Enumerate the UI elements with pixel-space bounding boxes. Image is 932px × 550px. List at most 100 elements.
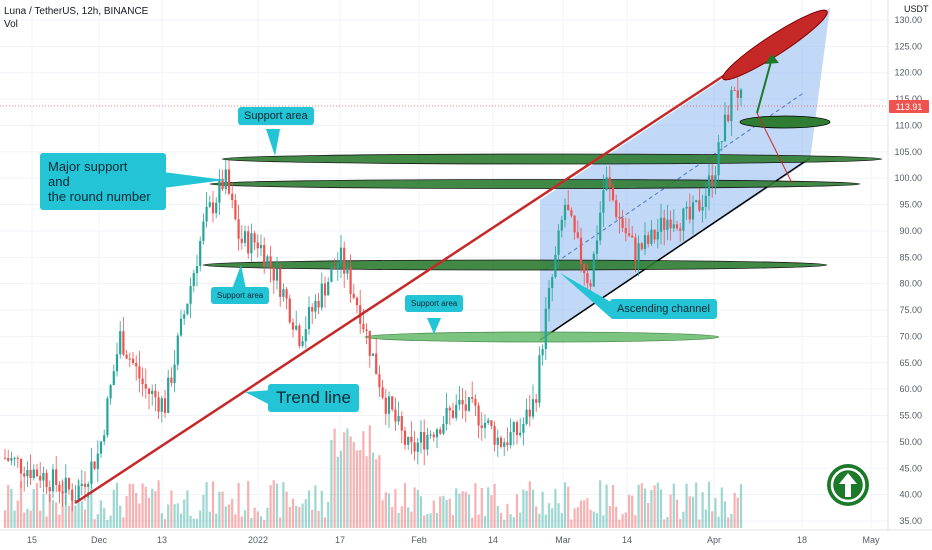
callout-trend-line[interactable]: Trend line xyxy=(268,384,359,412)
support-zone-110[interactable] xyxy=(739,115,831,129)
candle-body xyxy=(231,193,234,200)
candle-body xyxy=(125,354,128,359)
candle-body xyxy=(163,398,167,413)
volume-bar xyxy=(291,498,295,528)
candle-body xyxy=(221,178,224,190)
candle-body xyxy=(122,331,125,355)
candle-body xyxy=(397,416,400,422)
candle-body xyxy=(522,423,525,433)
time-axis[interactable]: 15 Dec 13 2022 17 Feb 14 Mar 14 Apr 18 May xyxy=(0,529,932,545)
volume-bar xyxy=(64,494,67,528)
candle-body xyxy=(704,195,707,207)
volume-bar xyxy=(461,491,464,528)
candle-body xyxy=(474,398,477,406)
price-axis[interactable]: 130.00 125.00 120.00 115.00 110.00 105.00 100.… xyxy=(887,0,922,530)
volume-bar xyxy=(403,483,407,528)
trend-line[interactable] xyxy=(74,63,741,505)
candle-body xyxy=(461,399,464,405)
volume-bar xyxy=(32,489,35,528)
resistance-ellipse[interactable] xyxy=(718,3,833,87)
candle-body xyxy=(608,177,611,187)
callout-pointer-support-mid xyxy=(232,265,246,289)
candle-body xyxy=(320,283,323,308)
candle-body xyxy=(183,314,186,319)
support-zone-99[interactable] xyxy=(209,179,861,189)
callout-major-support[interactable]: Major support and the round number xyxy=(40,153,166,210)
support-zone-104[interactable] xyxy=(221,153,883,165)
volume-bar xyxy=(275,483,279,528)
callout-support-area-mid[interactable]: Support area xyxy=(211,287,270,304)
volume-bar xyxy=(298,506,301,528)
support-zone-84[interactable] xyxy=(202,259,828,271)
time-tick-label: 14 xyxy=(488,535,498,545)
volume-bar xyxy=(349,436,352,528)
volume-bar xyxy=(282,482,285,528)
support-zone-70[interactable] xyxy=(364,331,720,343)
candle-body xyxy=(432,434,435,438)
volume-bar xyxy=(727,517,730,528)
volume-bar xyxy=(413,487,416,528)
volume-bar xyxy=(179,513,183,528)
volume-bar xyxy=(346,428,349,528)
volume-bar xyxy=(512,517,515,528)
volume-bar xyxy=(192,518,195,528)
volume-bar xyxy=(103,508,106,528)
candle-body xyxy=(61,491,64,494)
volume-bar xyxy=(487,487,490,528)
candle-body xyxy=(672,224,675,229)
volume-bar xyxy=(647,502,650,528)
time-tick-label: Mar xyxy=(555,535,571,545)
candle-body xyxy=(167,377,170,413)
volume-bar xyxy=(503,519,506,528)
price-tick-label: 55.00 xyxy=(899,411,922,421)
candle-body xyxy=(352,293,355,298)
candle-body xyxy=(659,217,663,232)
volume-bar xyxy=(672,483,675,528)
candle-body xyxy=(218,178,221,203)
volume-bar xyxy=(237,483,240,528)
volume-bar xyxy=(474,483,477,528)
candle-body xyxy=(727,114,730,122)
volume-bar xyxy=(579,500,583,528)
volume-bar xyxy=(675,499,679,528)
candle-body xyxy=(423,432,426,450)
callout-ascending-channel[interactable]: Ascending channel xyxy=(610,299,717,319)
volume-bar xyxy=(208,511,211,528)
candle-body xyxy=(103,435,106,442)
candle-body xyxy=(595,240,599,254)
candle-body xyxy=(291,322,295,330)
volume-bar xyxy=(240,516,243,528)
volume-bar xyxy=(381,500,384,528)
channel-lower-line[interactable] xyxy=(539,157,811,341)
price-tick-label: 40.00 xyxy=(899,490,922,500)
candle-body xyxy=(499,437,503,447)
volume-bar xyxy=(247,480,250,528)
price-tick-label: 120.00 xyxy=(894,68,922,78)
price-tick-label: 125.00 xyxy=(894,41,922,51)
volume-bar xyxy=(592,511,595,528)
volume-label: Vol xyxy=(4,19,18,30)
volume-bar xyxy=(400,506,403,528)
callout-support-area-top[interactable]: Support area xyxy=(238,107,314,125)
volume-bar xyxy=(352,442,355,528)
candle-body xyxy=(259,244,263,249)
volume-bar xyxy=(16,500,19,528)
candle-body xyxy=(589,283,592,287)
projection-down-line xyxy=(756,112,793,184)
callout-support-area-low[interactable]: Support area xyxy=(405,295,464,312)
candle-body xyxy=(637,243,640,262)
volume-bar xyxy=(272,480,275,528)
volume-bar xyxy=(355,450,359,528)
volume-bar xyxy=(711,511,714,528)
candles xyxy=(3,77,743,512)
candle-body xyxy=(653,229,656,240)
candle-body xyxy=(627,233,631,236)
volume-bar xyxy=(167,504,170,528)
volume-bar xyxy=(3,510,7,528)
volume-bar xyxy=(570,519,573,528)
candle-body xyxy=(675,224,679,229)
candle-body xyxy=(301,341,304,346)
volume-bar xyxy=(234,514,237,528)
candle-body xyxy=(227,169,231,194)
